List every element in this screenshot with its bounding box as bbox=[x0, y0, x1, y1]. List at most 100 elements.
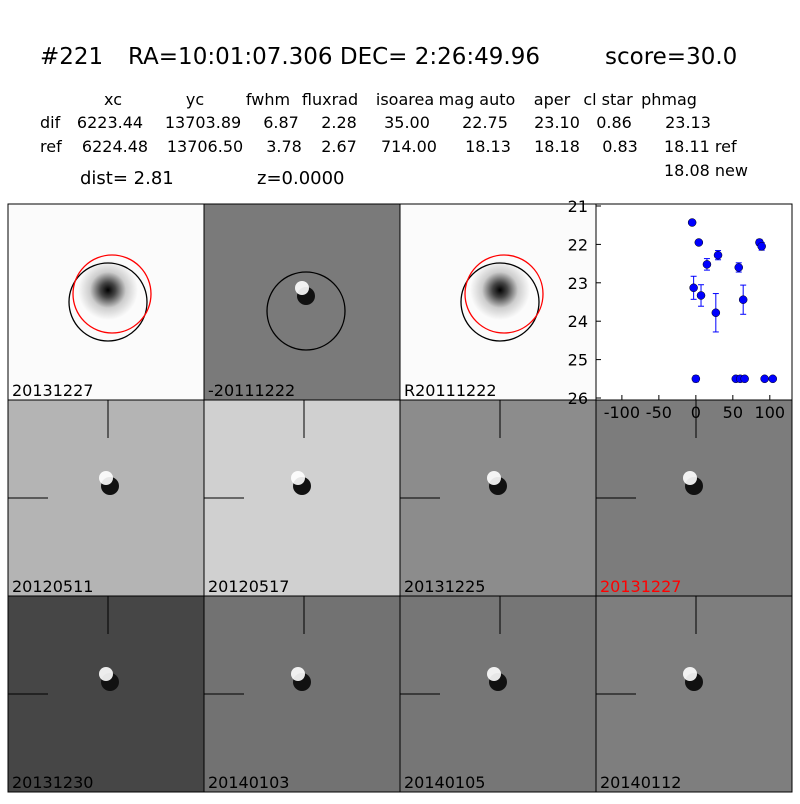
stamp: 20140103 bbox=[203, 595, 401, 793]
column-header: fluxrad bbox=[302, 90, 358, 109]
dist: dist= 2.81 bbox=[80, 168, 174, 189]
plot-area bbox=[595, 203, 793, 401]
stamp: 20131225 bbox=[399, 399, 597, 597]
stamp-label: 20140105 bbox=[404, 773, 485, 792]
residual-bright bbox=[487, 471, 501, 485]
cand-id: #221 bbox=[40, 44, 103, 70]
x-tick-label: -100 bbox=[604, 403, 640, 422]
x-tick-label: -50 bbox=[646, 403, 672, 422]
stamp: -20111222 bbox=[203, 203, 401, 401]
cell: 23.13 bbox=[665, 113, 711, 132]
residual-bright bbox=[291, 667, 305, 681]
column-header: xc bbox=[104, 90, 122, 109]
point bbox=[696, 291, 706, 300]
point bbox=[760, 374, 769, 384]
det-circle bbox=[72, 254, 152, 334]
stamp-label: 20140112 bbox=[600, 773, 681, 792]
point bbox=[689, 283, 698, 293]
point bbox=[757, 242, 766, 251]
point bbox=[713, 250, 723, 260]
point bbox=[694, 238, 704, 247]
stamp: 20120511 bbox=[7, 399, 205, 597]
column-header: aper bbox=[534, 90, 571, 109]
column-header: isoarea bbox=[376, 90, 434, 109]
cell: 0.86 bbox=[596, 113, 632, 132]
cell: 2.67 bbox=[321, 137, 357, 156]
row-label: dif bbox=[40, 113, 61, 132]
cell: 3.78 bbox=[266, 137, 302, 156]
ref-circle bbox=[460, 262, 540, 342]
residual-bright bbox=[99, 471, 113, 485]
stamp-label: R20111222 bbox=[404, 381, 497, 400]
cell: 13703.89 bbox=[165, 113, 241, 132]
residual-bright bbox=[487, 667, 501, 681]
stamp: R20111222 bbox=[399, 203, 597, 401]
point bbox=[734, 263, 743, 272]
score: score=30.0 bbox=[605, 44, 737, 70]
cell: 13706.50 bbox=[167, 137, 243, 156]
y-tick-label: 23 bbox=[568, 274, 588, 293]
column-header: phmag bbox=[641, 90, 697, 109]
stamp-label: 20131227 bbox=[600, 577, 681, 596]
cell: 0.83 bbox=[602, 137, 638, 156]
x-tick-label: 100 bbox=[755, 403, 786, 422]
stamp-label: 20131230 bbox=[12, 773, 93, 792]
cell: 2.28 bbox=[321, 113, 357, 132]
point bbox=[687, 218, 697, 227]
redshift: z=0.0000 bbox=[257, 168, 345, 189]
source bbox=[470, 260, 530, 320]
cell: 23.10 bbox=[534, 113, 580, 132]
column-header: yc bbox=[186, 90, 204, 109]
x-tick-label: 50 bbox=[723, 403, 743, 422]
cell: 22.75 bbox=[462, 113, 508, 132]
y-tick-label: 24 bbox=[568, 312, 588, 331]
cell: 18.11 ref bbox=[664, 137, 737, 156]
stamp: 20120517 bbox=[203, 399, 401, 597]
det-circle bbox=[464, 254, 544, 334]
cell: 18.18 bbox=[534, 137, 580, 156]
stamps: 20131227 -20111222 R20111222 20120511 201205… bbox=[7, 203, 793, 793]
residual-bright bbox=[295, 281, 309, 295]
y-tick-label: 22 bbox=[568, 235, 588, 254]
stamp-label: 20131227 bbox=[12, 381, 93, 400]
stamp: 20131230 bbox=[7, 595, 205, 793]
column-header: fwhm bbox=[246, 90, 290, 109]
stamp-label: 20131225 bbox=[404, 577, 485, 596]
y-tick-label: 21 bbox=[568, 197, 588, 216]
residual-bright bbox=[291, 471, 305, 485]
cell: 714.00 bbox=[381, 137, 437, 156]
stamp: 20131227 bbox=[595, 399, 793, 597]
stamp-label: 20140103 bbox=[208, 773, 289, 792]
stamp: 20131227 bbox=[7, 203, 205, 401]
cell: 6224.48 bbox=[82, 137, 148, 156]
point bbox=[711, 308, 721, 318]
coords: RA=10:01:07.306 DEC= 2:26:49.96 bbox=[128, 44, 540, 70]
ref-circle bbox=[68, 262, 148, 342]
point bbox=[740, 374, 749, 384]
cell: 6223.44 bbox=[77, 113, 143, 132]
cell: 35.00 bbox=[384, 113, 430, 132]
point bbox=[738, 295, 748, 304]
point bbox=[702, 260, 712, 269]
y-tick-label: 25 bbox=[568, 351, 588, 370]
new-mag: 18.08 new bbox=[664, 161, 748, 180]
residual-bright bbox=[683, 667, 697, 681]
cell: 18.13 bbox=[465, 137, 511, 156]
stamp-label: 20120517 bbox=[208, 577, 289, 596]
column-header: mag auto bbox=[439, 90, 516, 109]
residual-bright bbox=[683, 471, 697, 485]
point bbox=[691, 374, 701, 384]
x-tick-label: 0 bbox=[691, 403, 701, 422]
y-tick-label: 26 bbox=[568, 389, 588, 408]
source bbox=[78, 260, 138, 320]
ref-circle bbox=[266, 271, 346, 351]
cell: 6.87 bbox=[263, 113, 299, 132]
point bbox=[768, 374, 778, 384]
light-curve: 21 22 23 24 25 26 -100 -50 0 50 100 bbox=[568, 197, 793, 422]
info-table: xc yc fwhm fluxrad isoarea mag auto aper cl sta… bbox=[40, 90, 737, 156]
stamp-label: -20111222 bbox=[208, 381, 295, 400]
row-label: ref bbox=[40, 137, 62, 156]
stamp: 20140105 bbox=[399, 595, 597, 793]
residual-bright bbox=[99, 667, 113, 681]
